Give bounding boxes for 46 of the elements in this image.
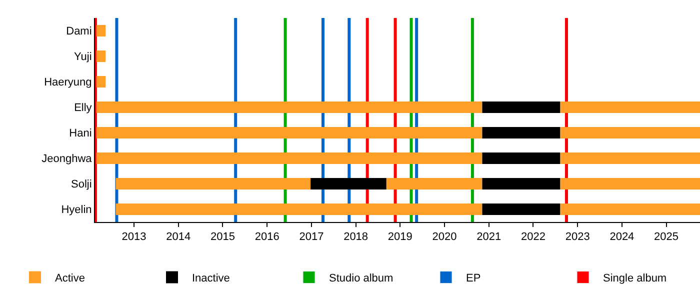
- legend-label: Studio album: [329, 272, 394, 285]
- x-tick-label: 2022: [520, 231, 546, 244]
- y-tick-label: Jeonghwa: [42, 153, 93, 166]
- y-tick-label: Solji: [71, 178, 92, 191]
- legend-label: Active: [55, 272, 85, 285]
- bar: [96, 76, 106, 88]
- y-tick-label: Elly: [74, 102, 92, 114]
- x-tick-label: 2013: [122, 231, 146, 244]
- x-tick-label: 2020: [432, 231, 457, 244]
- legend-label: Inactive: [192, 272, 230, 285]
- bar: [310, 178, 386, 190]
- bar: [482, 102, 560, 113]
- x-tick-label: 2024: [610, 231, 634, 244]
- bar: [96, 102, 482, 113]
- y-tick-label: Haeryung: [44, 76, 92, 89]
- x-tick-label: 2017: [299, 231, 324, 244]
- bar: [386, 178, 482, 190]
- bar: [560, 102, 700, 113]
- y-tick-label: Yuji: [74, 51, 92, 64]
- bar: [96, 25, 106, 36]
- bar: [482, 127, 560, 138]
- x-tick-label: 2021: [476, 231, 502, 244]
- bar: [116, 178, 311, 190]
- x-tick-label: 2014: [166, 231, 191, 244]
- bar: [560, 204, 700, 215]
- bar: [560, 127, 700, 138]
- y-tick-label: Dami: [66, 26, 92, 38]
- x-tick-label: 2023: [565, 231, 590, 244]
- bar: [482, 204, 560, 215]
- x-tick-label: 2025: [654, 231, 679, 244]
- x-tick-label: 2016: [254, 231, 280, 244]
- legend-label: EP: [466, 272, 481, 285]
- y-tick-label: Hyelin: [61, 204, 92, 216]
- y-tick-label: Hani: [69, 128, 92, 140]
- bar: [482, 178, 560, 190]
- bar: [560, 178, 700, 190]
- bar: [96, 50, 106, 62]
- bar: [96, 127, 482, 138]
- legend-label: Single album: [603, 272, 667, 285]
- bar: [116, 204, 482, 215]
- bar: [482, 152, 560, 164]
- bar: [560, 152, 700, 164]
- x-tick-label: 2015: [210, 231, 235, 244]
- x-tick-label: 2018: [344, 231, 368, 244]
- bar: [96, 152, 482, 164]
- x-tick-label: 2019: [388, 231, 412, 244]
